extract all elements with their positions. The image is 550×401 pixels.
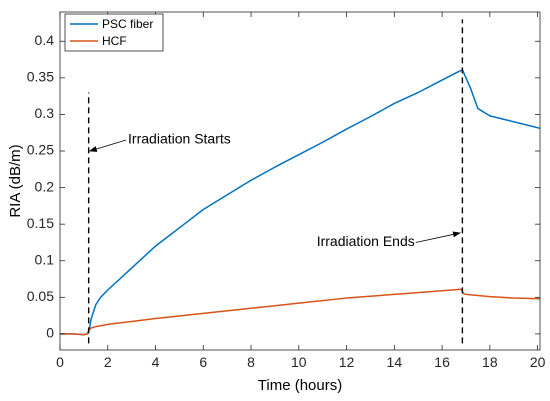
annotation-text-1: Irradiation Ends [317,233,415,249]
plot-frame [59,11,541,351]
y-tick-label: 0.05 [27,288,54,304]
plot-area [60,12,540,350]
y-tick-label: 0.25 [27,142,54,158]
x-tick-label: 4 [152,354,160,370]
axis-ticks: 0 2 4 6 8 10 12 14 16 18 20 0 0.05 0.1 0.15 0.2 0.25 0.3 0… [27,12,546,370]
annotation-layer: Irradiation Starts Irradiation Ends [88,131,461,249]
legend: PSC fiber HCF [64,13,164,52]
x-tick-label: 0 [56,354,64,370]
legend-box [64,13,164,52]
x-tick-label: 10 [291,354,307,370]
x-tick-label: 14 [387,354,403,370]
y-tick-label: 0 [46,325,54,341]
x-tick-label: 20 [530,354,546,370]
x-tick-label: 18 [482,354,498,370]
y-tick-label: 0.4 [35,32,55,48]
y-tick-label: 0.35 [27,69,54,85]
x-tick-label: 6 [199,354,207,370]
y-tick-label: 0.3 [35,105,55,121]
y-axis-label: RIA (dB/m) [7,144,24,217]
marker-layer [87,19,464,344]
annotation-arrow-0 [88,139,127,152]
legend-label-psc: PSC fiber [102,17,153,31]
series-line-0 [60,69,541,336]
y-tick-label: 0.15 [27,215,54,231]
x-tick-label: 2 [104,354,112,370]
legend-label-hcf: HCF [102,34,127,48]
y-tick-label: 0.2 [35,178,55,194]
x-tick-label: 16 [434,354,450,370]
annotation-arrow-1 [415,231,461,243]
x-tick-label: 8 [247,354,255,370]
y-tick-label: 0.1 [35,251,55,267]
x-axis-label: Time (hours) [258,377,342,394]
annotation-text-0: Irradiation Starts [128,131,231,147]
x-tick-label: 12 [339,354,355,370]
